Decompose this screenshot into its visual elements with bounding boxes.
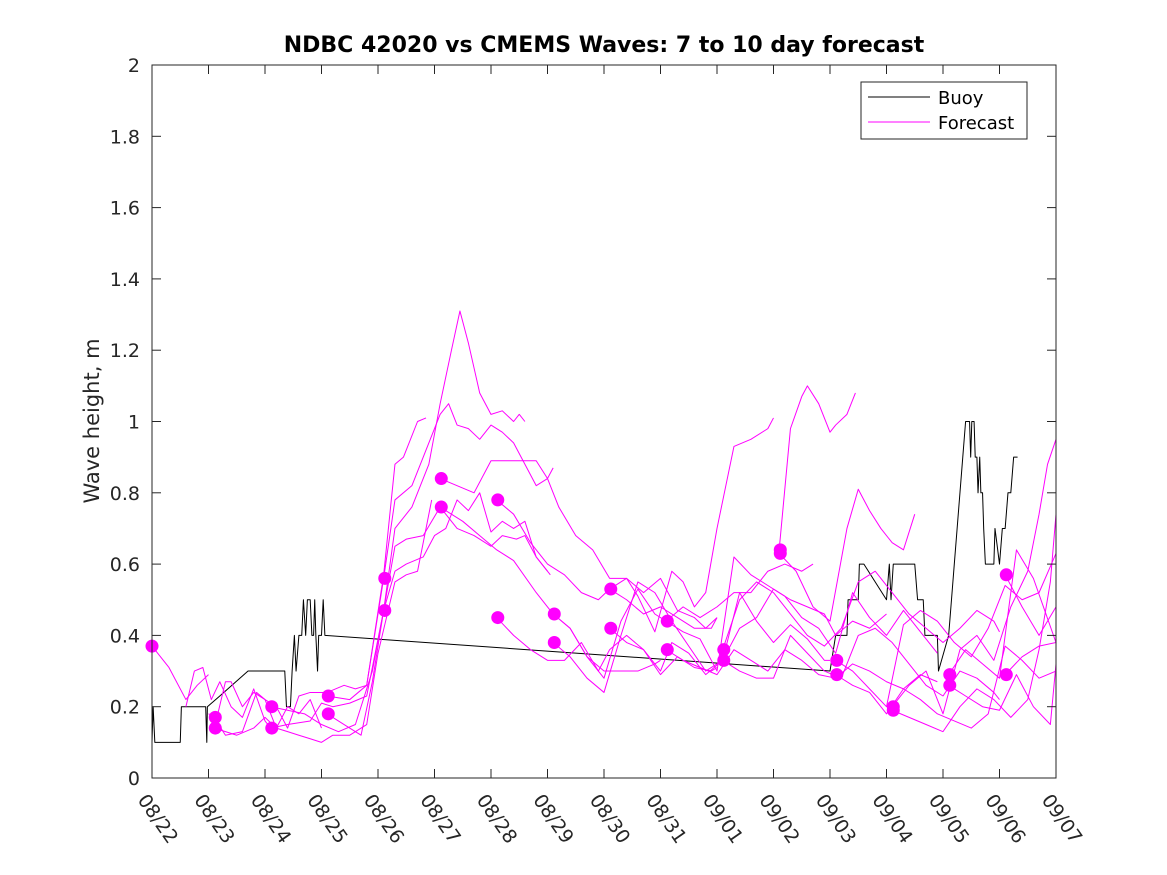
- forecast-marker-11: [491, 493, 505, 507]
- legend-label-forecast: Forecast: [938, 113, 1014, 134]
- forecast-marker-5: [321, 689, 335, 703]
- forecast-series-line-27: [891, 514, 1056, 733]
- forecast-series-line-22: [778, 385, 856, 550]
- forecast-marker-6: [321, 707, 335, 721]
- forecast-series-line-1: [152, 645, 209, 701]
- forecast-series-line-29: [948, 663, 1056, 726]
- forecast-series-line-30: [1004, 574, 1056, 636]
- forecast-marker-3: [265, 700, 279, 714]
- forecast-series-line-7: [270, 506, 548, 733]
- y-tick-label-9: 1.8: [110, 126, 140, 148]
- y-tick-label-0: 0: [128, 768, 140, 790]
- y-tick-label-5: 1: [128, 412, 140, 434]
- forecast-marker-20: [717, 653, 731, 667]
- forecast-marker-13: [547, 607, 561, 621]
- y-axis-label: Wave height, m: [80, 338, 104, 503]
- y-tick-label-7: 1.4: [110, 269, 140, 291]
- forecast-series-line-15: [552, 581, 830, 693]
- forecast-marker-17: [660, 614, 674, 628]
- forecast-series-line-19: [665, 649, 938, 690]
- forecast-series-line-10: [439, 460, 718, 629]
- forecast-series-line-6: [270, 492, 551, 729]
- forecast-series-line-14: [552, 563, 814, 679]
- buoy-series-line: [152, 421, 1018, 743]
- y-tick-label-3: 0.6: [110, 554, 140, 576]
- forecast-marker-10: [434, 500, 448, 514]
- markers-layer: [145, 472, 1013, 735]
- forecast-marker-30: [999, 668, 1013, 682]
- forecast-series-line-17: [609, 588, 887, 676]
- forecast-series-line-3: [208, 681, 322, 729]
- forecast-series-line-26: [891, 439, 1056, 715]
- forecast-series-line-28: [948, 549, 1056, 679]
- forecast-series-line-2: [185, 666, 272, 729]
- forecast-marker-22: [773, 546, 787, 560]
- forecast-marker-29: [999, 568, 1013, 582]
- forecast-marker-24: [830, 668, 844, 682]
- y-tick-label-1: 0.2: [110, 697, 140, 719]
- legend: Buoy Forecast: [860, 81, 1028, 140]
- legend-label-buoy: Buoy: [938, 88, 984, 109]
- y-tick-label-2: 0.4: [110, 625, 140, 647]
- y-tick-label-8: 1.6: [110, 198, 140, 220]
- forecast-marker-19: [717, 643, 731, 657]
- forecast-series-line-24: [835, 553, 1056, 708]
- series-layer: [152, 310, 1056, 743]
- legend-box: [860, 81, 1028, 140]
- forecast-marker-15: [604, 582, 618, 596]
- forecast-marker-7: [378, 571, 392, 585]
- forecast-marker-18: [660, 643, 674, 657]
- y-tick-label-10: 2: [128, 55, 140, 77]
- forecast-marker-14: [547, 636, 561, 650]
- forecast-series-line-9: [326, 310, 526, 736]
- forecast-series-line-5: [213, 499, 433, 743]
- forecast-series-line-25: [835, 645, 1056, 729]
- forecast-marker-9: [434, 472, 448, 486]
- forecast-series-line-20: [722, 570, 1000, 650]
- forecast-series-line-13: [496, 617, 718, 676]
- forecast-marker-4: [265, 721, 279, 735]
- forecast-marker-28: [943, 678, 957, 692]
- y-tick-label-6: 1.2: [110, 340, 140, 362]
- forecast-series-line-23: [778, 488, 916, 622]
- forecast-series-line-18: [665, 556, 938, 672]
- forecast-marker-1: [208, 710, 222, 724]
- forecast-marker-26: [886, 703, 900, 717]
- forecast-marker-12: [491, 611, 505, 625]
- forecast-marker-27: [943, 668, 957, 682]
- forecast-marker-16: [604, 621, 618, 635]
- forecast-series-line-4: [213, 417, 427, 736]
- forecast-series-line-21: [722, 627, 1000, 700]
- forecast-marker-8: [378, 603, 392, 617]
- forecast-marker-2: [208, 721, 222, 735]
- forecast-series-line-31: [1004, 642, 1056, 675]
- y-tick-label-4: 0.8: [110, 483, 140, 505]
- chart-title: NDBC 42020 vs CMEMS Waves: 7 to 10 day f…: [284, 33, 925, 58]
- forecast-marker-23: [830, 653, 844, 667]
- forecast-series-line-16: [609, 417, 774, 633]
